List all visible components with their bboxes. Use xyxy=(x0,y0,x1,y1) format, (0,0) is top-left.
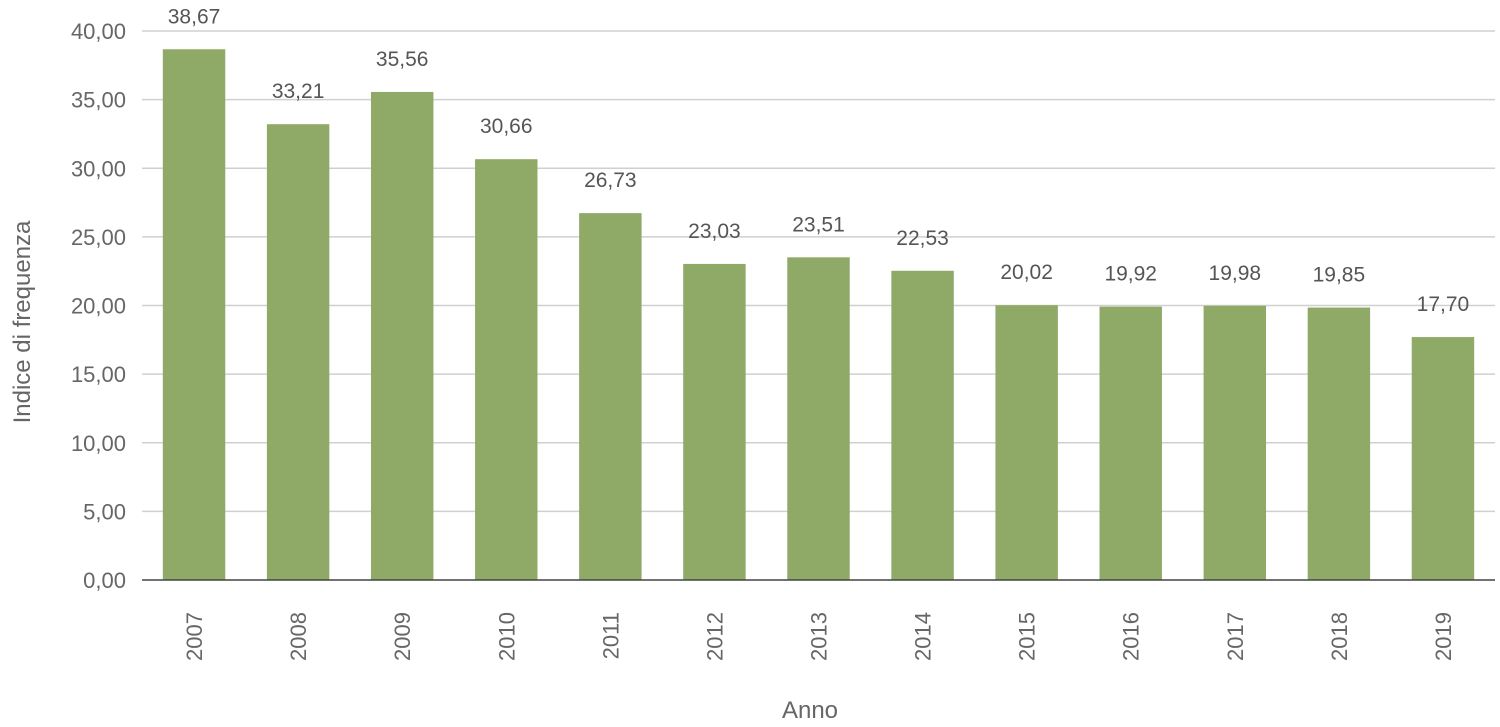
data-label: 19,92 xyxy=(1104,263,1157,286)
bar xyxy=(475,159,538,580)
x-axis-title: Anno xyxy=(782,697,838,724)
x-tick-label: 2014 xyxy=(911,612,936,661)
data-label: 26,73 xyxy=(584,169,637,192)
bars xyxy=(162,49,1475,581)
y-tick-label: 10,00 xyxy=(71,431,126,456)
data-labels: 38,67 33,21 35,56 30,66 26,73 23,03 23,51 22,53… xyxy=(168,5,1469,316)
data-label: 30,66 xyxy=(480,115,533,138)
bar xyxy=(266,124,330,580)
x-tick-label: 2010 xyxy=(494,612,519,661)
y-tick-label: 5,00 xyxy=(83,499,126,524)
x-tick-label: 2008 xyxy=(286,612,311,661)
x-tick-label: 2016 xyxy=(1119,612,1144,661)
bar xyxy=(683,263,746,580)
x-tick-label: 2013 xyxy=(807,612,832,661)
bar xyxy=(1307,307,1371,580)
x-tick-label: 2019 xyxy=(1431,612,1456,661)
x-tick-label: 2018 xyxy=(1327,612,1352,661)
bar xyxy=(579,213,642,581)
x-tick-label: 2011 xyxy=(598,612,623,659)
y-tick-label: 20,00 xyxy=(71,294,126,319)
x-tick-label: 2009 xyxy=(390,612,415,661)
data-label: 35,56 xyxy=(376,48,429,71)
data-label: 22,53 xyxy=(896,227,949,250)
y-axis-title: Indice di frequenza xyxy=(9,220,36,423)
x-tick-label: 2007 xyxy=(182,612,207,661)
data-label: 23,51 xyxy=(792,213,845,236)
bar xyxy=(1203,305,1267,580)
data-label: 17,70 xyxy=(1417,293,1470,316)
y-axis-ticks: 0,00 5,00 10,00 15,00 20,00 25,00 30,00 35,00 40… xyxy=(71,19,126,593)
x-tick-label: 2012 xyxy=(702,612,727,661)
y-tick-label: 30,00 xyxy=(71,156,126,181)
bar xyxy=(1411,337,1475,580)
y-tick-label: 0,00 xyxy=(83,568,126,593)
data-label: 38,67 xyxy=(168,5,221,28)
bar xyxy=(1099,306,1162,580)
y-tick-label: 25,00 xyxy=(71,225,126,250)
x-tick-label: 2017 xyxy=(1223,612,1248,661)
x-tick-label: 2015 xyxy=(1015,612,1040,661)
bar xyxy=(995,305,1058,580)
y-tick-label: 35,00 xyxy=(71,88,126,113)
bar xyxy=(162,49,226,580)
data-label: 19,85 xyxy=(1313,264,1366,287)
data-label: 20,02 xyxy=(1000,261,1053,284)
bar xyxy=(787,257,850,580)
x-axis-ticks: 2007 2008 2009 2010 2011 2012 2013 2014 2015 2016… xyxy=(182,612,1456,661)
data-label: 19,98 xyxy=(1209,262,1262,285)
y-tick-label: 40,00 xyxy=(71,19,126,44)
data-label: 23,03 xyxy=(688,220,741,243)
bar xyxy=(891,270,954,580)
y-tick-label: 15,00 xyxy=(71,362,126,387)
bar xyxy=(370,91,434,581)
data-label: 33,21 xyxy=(272,80,325,103)
